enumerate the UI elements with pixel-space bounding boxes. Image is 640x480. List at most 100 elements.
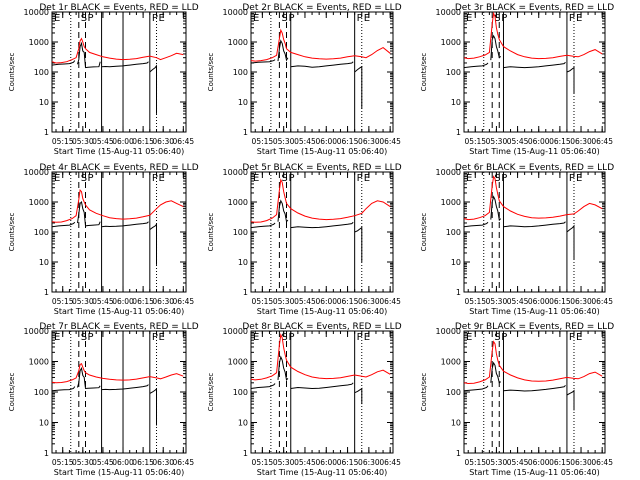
x-tick-label: 05:45 <box>92 137 114 146</box>
x-tick-label: 05:30 <box>72 297 94 306</box>
x-axis-label: Start Time (15-Aug-11 05:06:40) <box>54 468 185 477</box>
events-series-line <box>250 222 276 229</box>
x-tick-label: 05:15 <box>252 137 274 146</box>
event-marker-label: P <box>152 173 158 184</box>
y-tick-label: 10 <box>39 419 49 428</box>
events-series-line <box>290 221 354 229</box>
x-tick-label: 06:45 <box>379 137 401 146</box>
y-tick-label: 1000 <box>228 38 248 47</box>
y-tick-label: 10000 <box>436 8 461 17</box>
event-marker-label: P <box>357 332 363 343</box>
y-tick-label: 10 <box>451 98 461 107</box>
y-tick-label: 100 <box>233 388 248 397</box>
x-axis-label: Start Time (15-Aug-11 05:06:40) <box>54 307 185 316</box>
event-marker-label: E <box>54 13 60 24</box>
events-series-line <box>149 64 157 114</box>
x-tick-label: 06:15 <box>549 297 571 306</box>
y-tick-label: 1 <box>243 128 248 137</box>
y-tick-label: 10 <box>39 98 49 107</box>
events-series-line <box>354 65 363 109</box>
x-tick-label: 05:15 <box>252 297 274 306</box>
event-marker-label: P <box>357 173 363 184</box>
event-marker-label: P <box>501 332 507 343</box>
plot-frame <box>51 11 187 133</box>
x-tick-label: 05:15 <box>464 297 486 306</box>
event-marker-label: E <box>253 13 259 24</box>
events-series-line <box>250 383 276 389</box>
plot-frame <box>250 11 394 133</box>
events-series-line <box>77 366 101 390</box>
x-tick-label: 05:15 <box>52 297 74 306</box>
x-tick-label: 05:30 <box>486 458 508 467</box>
event-marker-label: E <box>159 332 165 343</box>
x-tick-label: 05:45 <box>92 458 114 467</box>
event-marker-label: E <box>466 173 472 184</box>
y-axis-label: Counts/sec <box>207 53 215 92</box>
event-marker-label: E <box>159 13 165 24</box>
panel-det-2: 1 10 100 1000 10000 05:15 05:30 05:45 06:00 06:15… <box>207 3 402 156</box>
lld-series-line <box>463 11 603 60</box>
lld-series-line <box>51 37 184 64</box>
plot-frame <box>250 171 394 293</box>
x-tick-label: 05:45 <box>294 458 316 467</box>
event-marker-label: E <box>159 173 165 184</box>
x-tick-label: 05:30 <box>72 458 94 467</box>
panel-title: Det 5r BLACK = Events, RED = LLD <box>242 163 401 173</box>
panel-title: Det 3r BLACK = Events, RED = LLD <box>455 3 614 13</box>
x-tick-label: 06:00 <box>528 137 550 146</box>
y-tick-label: 100 <box>446 228 461 237</box>
events-series-line <box>277 355 289 381</box>
lld-series-line <box>51 362 184 384</box>
y-tick-label: 10 <box>451 419 461 428</box>
event-marker-label: E <box>576 173 582 184</box>
x-tick-label: 05:15 <box>464 458 486 467</box>
event-marker-label: S <box>81 173 87 184</box>
y-tick-label: 1000 <box>441 358 461 367</box>
x-tick-label: 05:15 <box>52 137 74 146</box>
event-marker-label: P <box>357 13 363 24</box>
x-tick-label: 06:30 <box>570 137 592 146</box>
plot-frame <box>250 330 394 454</box>
y-tick-label: 1 <box>44 449 49 458</box>
lld-series-line <box>250 178 391 223</box>
x-tick-label: 06:00 <box>315 137 337 146</box>
x-tick-label: 06:15 <box>549 458 571 467</box>
y-tick-label: 100 <box>446 68 461 77</box>
event-marker-label: E <box>54 173 60 184</box>
x-tick-label: 06:00 <box>112 458 134 467</box>
y-tick-label: 10 <box>238 419 248 428</box>
x-tick-label: 05:30 <box>486 137 508 146</box>
event-marker-label: E <box>364 13 370 24</box>
y-tick-label: 100 <box>233 228 248 237</box>
x-tick-label: 05:30 <box>486 297 508 306</box>
y-tick-label: 1 <box>44 128 49 137</box>
event-marker-label: S <box>81 332 87 343</box>
x-axis-label: Start Time (15-Aug-11 05:06:40) <box>469 307 600 316</box>
events-series-line <box>463 385 489 392</box>
event-marker-label: P <box>501 173 507 184</box>
events-series-line <box>77 200 101 227</box>
event-marker-label: S <box>281 13 287 24</box>
event-marker-label: P <box>569 13 575 24</box>
events-series-line <box>77 41 101 69</box>
event-marker-label: E <box>576 332 582 343</box>
x-tick-label: 06:15 <box>337 458 359 467</box>
y-tick-label: 10000 <box>24 8 49 17</box>
lld-series-line <box>250 333 391 381</box>
x-tick-label: 06:00 <box>528 458 550 467</box>
x-tick-label: 06:45 <box>173 458 195 467</box>
y-tick-label: 1 <box>243 449 248 458</box>
y-tick-label: 10000 <box>223 8 248 17</box>
x-tick-label: 06:45 <box>591 458 613 467</box>
events-series-line <box>566 389 575 411</box>
x-tick-label: 05:15 <box>464 137 486 146</box>
event-marker-label: E <box>253 332 259 343</box>
events-series-line <box>51 60 76 66</box>
x-tick-label: 06:30 <box>152 137 174 146</box>
x-tick-label: 06:00 <box>315 458 337 467</box>
x-tick-label: 05:15 <box>52 458 74 467</box>
events-series-line <box>354 387 363 405</box>
events-series-line <box>277 199 289 223</box>
plot-frame <box>51 330 187 454</box>
panel-det-7: 1 10 100 1000 10000 05:1505:3005:4506:0006:15… <box>8 322 199 477</box>
